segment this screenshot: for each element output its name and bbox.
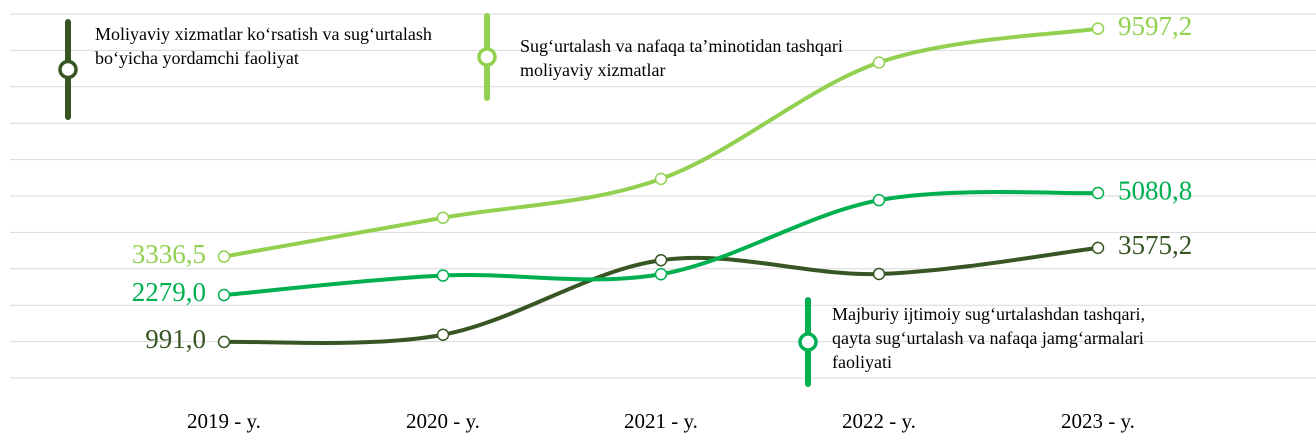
- data-label: 991,0: [145, 324, 206, 354]
- data-label: 5080,8: [1118, 175, 1192, 205]
- data-label: 3575,2: [1118, 230, 1192, 260]
- point-marker: [1091, 186, 1105, 200]
- point-marker: [872, 56, 886, 69]
- point-marker: [1091, 22, 1105, 35]
- point-marker: [1091, 241, 1105, 255]
- legend-swatch-marker: [477, 47, 497, 67]
- point-marker: [436, 211, 450, 224]
- data-label: 3336,5: [132, 239, 206, 269]
- point-marker: [217, 335, 231, 349]
- legend-label: Sug‘urtalash va nafaqa ta’minotidan tash…: [520, 36, 843, 80]
- point-marker: [654, 253, 668, 267]
- point-marker: [217, 250, 231, 263]
- data-label: 2279,0: [132, 277, 206, 307]
- data-label: 9597,2: [1118, 11, 1192, 41]
- point-marker: [436, 328, 450, 342]
- legend-label: Majburiy ijtimoiy sug‘urtalashdan tashqa…: [832, 304, 1145, 372]
- x-tick-label: 2019 - y.: [187, 409, 261, 433]
- x-tick-label: 2023 - y.: [1061, 409, 1135, 433]
- point-marker: [217, 288, 231, 302]
- legend-swatch-marker: [798, 332, 818, 352]
- legend-swatch-marker: [58, 59, 78, 80]
- legend-label: Moliyaviy xizmatlar ko‘rsatish va sug‘ur…: [95, 24, 432, 68]
- point-marker: [872, 193, 886, 207]
- point-marker: [436, 269, 450, 282]
- x-tick-label: 2022 - y.: [842, 409, 916, 433]
- point-marker: [654, 268, 668, 281]
- x-tick-label: 2021 - y.: [624, 409, 698, 433]
- point-marker: [872, 267, 886, 281]
- point-marker: [654, 172, 668, 186]
- x-tick-label: 2020 - y.: [406, 409, 480, 433]
